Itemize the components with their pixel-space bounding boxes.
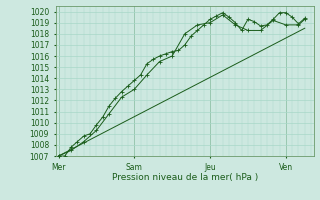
X-axis label: Pression niveau de la mer( hPa ): Pression niveau de la mer( hPa ) <box>112 173 258 182</box>
